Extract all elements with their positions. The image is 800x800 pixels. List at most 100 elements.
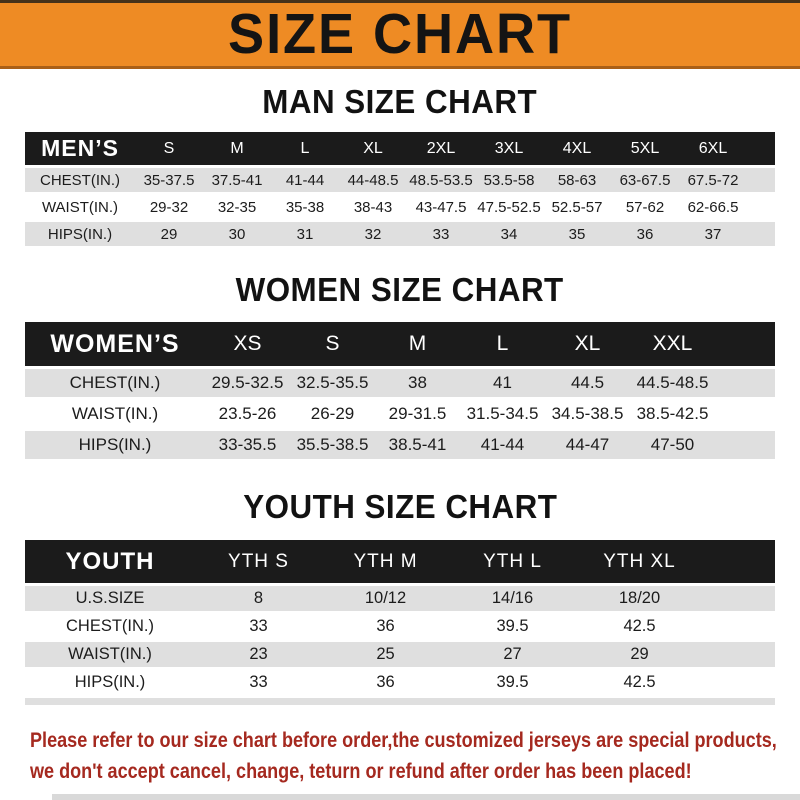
size-value: 35.5-38.5 [290, 431, 375, 459]
size-value: 35-37.5 [135, 168, 203, 192]
size-value: 31.5-34.5 [460, 400, 545, 428]
size-value: 41-44 [271, 168, 339, 192]
size-value: 34 [475, 222, 543, 246]
row-spacer [747, 195, 775, 219]
row-label: U.S.SIZE [25, 586, 195, 611]
youth-table-tail-strip [25, 698, 775, 705]
size-value: 26-29 [290, 400, 375, 428]
size-value: 37.5-41 [203, 168, 271, 192]
page-title: SIZE CHART [228, 2, 572, 66]
youth-section-title: YOUTH SIZE CHART [242, 488, 558, 525]
footer-note: Please refer to our size chart before or… [30, 725, 800, 787]
size-value: 47.5-52.5 [475, 195, 543, 219]
row-spacer [715, 431, 775, 459]
men-table-label: MEN’S [25, 132, 135, 165]
size-value: 36 [611, 222, 679, 246]
women-size-header: XXL [630, 322, 715, 366]
footer-note-line2: we don't accept cancel, change, teturn o… [30, 760, 692, 783]
size-value: 29-31.5 [375, 400, 460, 428]
size-value: 42.5 [576, 670, 703, 695]
size-value: 23.5-26 [205, 400, 290, 428]
size-value: 29-32 [135, 195, 203, 219]
youth-size-header: YTH L [449, 540, 576, 583]
size-value: 62-66.5 [679, 195, 747, 219]
women-size-header: M [375, 322, 460, 366]
size-value: 36 [322, 614, 449, 639]
size-value: 43-47.5 [407, 195, 475, 219]
youth-hips-row: HIPS(IN.) 33 36 39.5 42.5 [25, 670, 775, 695]
size-value: 33-35.5 [205, 431, 290, 459]
row-label: CHEST(IN.) [25, 369, 205, 397]
row-label: HIPS(IN.) [25, 670, 195, 695]
size-value: 23 [195, 642, 322, 667]
size-value: 52.5-57 [543, 195, 611, 219]
women-size-table: WOMEN’S XS S M L XL XXL CHEST(IN.) 29.5-… [25, 319, 775, 462]
youth-waist-row: WAIST(IN.) 23 25 27 29 [25, 642, 775, 667]
row-label: WAIST(IN.) [25, 642, 195, 667]
women-size-header: XL [545, 322, 630, 366]
men-size-header: M [203, 132, 271, 165]
row-spacer [703, 586, 775, 611]
row-label: HIPS(IN.) [25, 431, 205, 459]
size-value: 44-48.5 [339, 168, 407, 192]
men-size-header: 2XL [407, 132, 475, 165]
women-chest-row: CHEST(IN.) 29.5-32.5 32.5-35.5 38 41 44.… [25, 369, 775, 397]
size-value: 29 [576, 642, 703, 667]
size-value: 44.5-48.5 [630, 369, 715, 397]
women-waist-row: WAIST(IN.) 23.5-26 26-29 29-31.5 31.5-34… [25, 400, 775, 428]
row-spacer [747, 222, 775, 246]
size-value: 10/12 [322, 586, 449, 611]
size-value: 38-43 [339, 195, 407, 219]
row-label: WAIST(IN.) [25, 195, 135, 219]
size-value: 57-62 [611, 195, 679, 219]
size-value: 39.5 [449, 614, 576, 639]
youth-size-table: YOUTH YTH S YTH M YTH L YTH XL U.S.SIZE … [25, 537, 775, 698]
youth-size-header: YTH M [322, 540, 449, 583]
size-value: 44.5 [545, 369, 630, 397]
size-value: 27 [449, 642, 576, 667]
size-value: 33 [195, 670, 322, 695]
men-hips-row: HIPS(IN.) 29 30 31 32 33 34 35 36 37 [25, 222, 775, 246]
youth-header-row: YOUTH YTH S YTH M YTH L YTH XL [25, 540, 775, 583]
size-value: 37 [679, 222, 747, 246]
size-value: 32.5-35.5 [290, 369, 375, 397]
women-size-header: S [290, 322, 375, 366]
size-value: 41-44 [460, 431, 545, 459]
men-size-header: 5XL [611, 132, 679, 165]
youth-ussize-row: U.S.SIZE 8 10/12 14/16 18/20 [25, 586, 775, 611]
row-spacer [715, 369, 775, 397]
row-label: WAIST(IN.) [25, 400, 205, 428]
size-value: 53.5-58 [475, 168, 543, 192]
size-value: 36 [322, 670, 449, 695]
youth-chest-row: CHEST(IN.) 33 36 39.5 42.5 [25, 614, 775, 639]
women-header-row: WOMEN’S XS S M L XL XXL [25, 322, 775, 366]
men-header-spacer [747, 132, 775, 165]
size-value: 44-47 [545, 431, 630, 459]
size-value: 41 [460, 369, 545, 397]
youth-size-header: YTH XL [576, 540, 703, 583]
size-value: 38.5-42.5 [630, 400, 715, 428]
women-hips-row: HIPS(IN.) 33-35.5 35.5-38.5 38.5-41 41-4… [25, 431, 775, 459]
youth-table-label: YOUTH [25, 540, 195, 583]
row-spacer [703, 670, 775, 695]
men-size-header: 4XL [543, 132, 611, 165]
youth-size-header: YTH S [195, 540, 322, 583]
women-size-header: XS [205, 322, 290, 366]
size-value: 63-67.5 [611, 168, 679, 192]
women-size-header: L [460, 322, 545, 366]
size-value: 14/16 [449, 586, 576, 611]
youth-header-spacer [703, 540, 775, 583]
men-chest-row: CHEST(IN.) 35-37.5 37.5-41 41-44 44-48.5… [25, 168, 775, 192]
women-section-title: WOMEN SIZE CHART [235, 271, 565, 308]
men-size-table: MEN’S S M L XL 2XL 3XL 4XL 5XL 6XL CHEST… [25, 129, 775, 249]
size-value: 33 [195, 614, 322, 639]
men-size-header: 6XL [679, 132, 747, 165]
size-value: 33 [407, 222, 475, 246]
size-value: 31 [271, 222, 339, 246]
size-value: 25 [322, 642, 449, 667]
size-value: 47-50 [630, 431, 715, 459]
women-table-label: WOMEN’S [25, 322, 205, 366]
size-value: 8 [195, 586, 322, 611]
men-header-row: MEN’S S M L XL 2XL 3XL 4XL 5XL 6XL [25, 132, 775, 165]
size-value: 67.5-72 [679, 168, 747, 192]
